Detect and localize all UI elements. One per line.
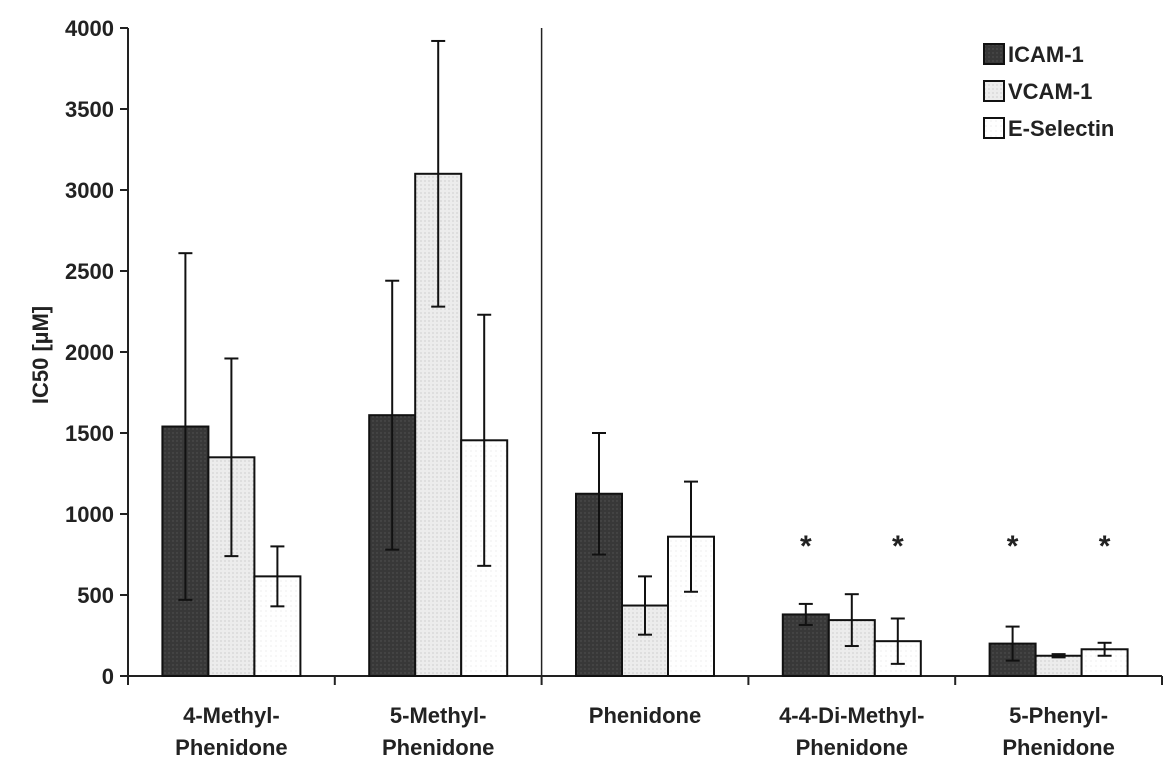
legend-label-vcam-1: VCAM-1 — [1008, 79, 1092, 104]
significance-markers: * * * * — [800, 530, 1111, 563]
significance-star: * — [800, 530, 812, 563]
category-label: 4-4-Di-Methyl- — [779, 703, 924, 728]
significance-star: * — [1099, 530, 1111, 563]
legend: ICAM-1 VCAM-1 E-Selectin — [983, 42, 1114, 141]
y-tick-label: 1000 — [65, 502, 114, 527]
y-tick-label: 500 — [77, 583, 114, 608]
category-label: Phenidone — [1002, 735, 1114, 760]
category-labels: 4-Methyl- Phenidone 5-Methyl- Phenidone Phen… — [175, 703, 1115, 760]
legend-label-e-selectin: E-Selectin — [1008, 116, 1114, 141]
category-label: Phenidone — [382, 735, 494, 760]
category-label: 4-Methyl- — [183, 703, 280, 728]
category-label: Phenidone — [796, 735, 908, 760]
category-label: 5-Methyl- — [390, 703, 487, 728]
category-label: 5-Phenyl- — [1009, 703, 1108, 728]
y-axis-title: IC50 [µM] — [28, 306, 53, 404]
y-tick-label: 3000 — [65, 178, 114, 203]
category-label: Phenidone — [589, 703, 701, 728]
y-tick-label: 0 — [102, 664, 114, 689]
y-tick-label: 2000 — [65, 340, 114, 365]
bar-vcam-1 — [1034, 654, 1083, 677]
y-tick-label: 3500 — [65, 97, 114, 122]
significance-star: * — [1007, 530, 1019, 563]
legend-swatch-icam-1 — [983, 43, 1005, 65]
legend-swatch-vcam-1 — [983, 80, 1005, 102]
y-tick-label: 1500 — [65, 421, 114, 446]
error-bar-group — [178, 39, 1112, 665]
significance-star: * — [892, 530, 904, 563]
category-label: Phenidone — [175, 735, 287, 760]
y-axis: 0 500 1000 1500 2000 2500 3000 3500 4000 — [65, 16, 129, 689]
y-tick-label: 4000 — [65, 16, 114, 41]
legend-label-icam-1: ICAM-1 — [1008, 42, 1084, 67]
y-tick-label: 2500 — [65, 259, 114, 284]
legend-swatch-e-selectin — [983, 117, 1005, 139]
